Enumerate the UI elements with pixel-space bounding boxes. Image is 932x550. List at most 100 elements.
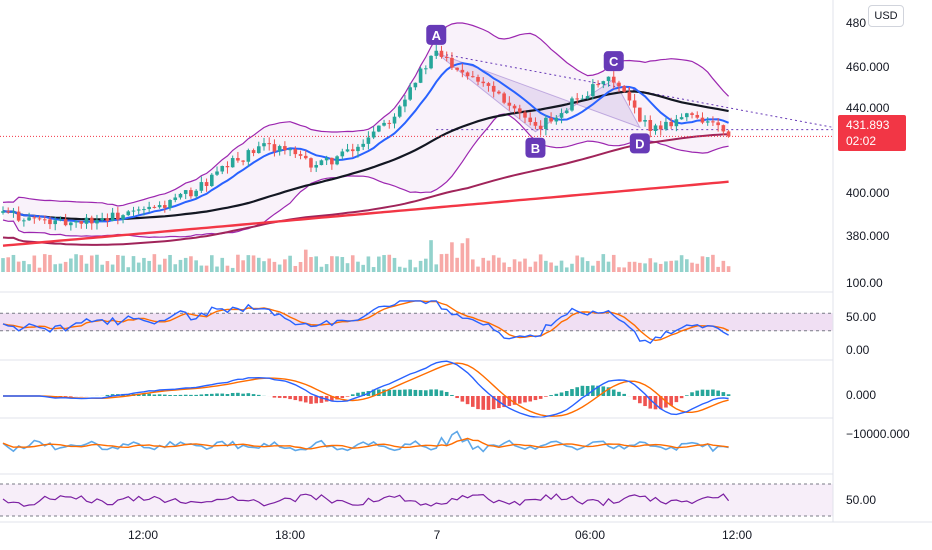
candle-body <box>721 125 726 132</box>
volume-bar <box>596 260 600 272</box>
macd-histogram <box>126 394 131 396</box>
candle-body <box>58 219 63 221</box>
volume-bar <box>538 254 543 272</box>
currency-button[interactable]: USD <box>868 5 904 27</box>
macd-histogram <box>439 390 444 396</box>
volume-bar <box>455 257 459 272</box>
price-tick-3: 400.000 <box>846 186 890 200</box>
candle-body <box>63 219 68 226</box>
volume-bar <box>716 266 720 272</box>
candle-body <box>147 206 151 210</box>
candle-body <box>538 125 543 130</box>
macd-histogram <box>711 389 715 396</box>
candle-body <box>345 149 350 152</box>
volume-bar <box>606 261 611 272</box>
candle-body <box>215 171 219 175</box>
candle-body <box>622 86 626 92</box>
macd-histogram <box>356 392 360 396</box>
pattern-label-d: D <box>635 136 644 151</box>
volume-bar <box>6 257 11 272</box>
volume-bar <box>700 256 705 272</box>
volume-bar <box>345 263 350 272</box>
candle-body <box>674 119 679 127</box>
candle-body <box>136 209 141 211</box>
volume-bar <box>251 255 256 272</box>
volume-bar <box>486 260 491 272</box>
volume-bar <box>163 258 167 272</box>
candle-body <box>377 125 381 132</box>
macd-histogram <box>559 392 564 396</box>
macd-histogram <box>110 394 115 396</box>
volume-bar <box>168 254 172 272</box>
candle-body <box>585 96 590 99</box>
last-price-tag <box>838 115 906 151</box>
candle-body <box>502 93 506 103</box>
macd-histogram <box>564 391 569 396</box>
volume-bar <box>63 261 68 272</box>
volume-bar <box>544 260 548 272</box>
macd-histogram <box>361 391 365 396</box>
candle-body <box>403 99 407 107</box>
volume-bar <box>69 258 73 272</box>
volume-bar <box>267 258 272 272</box>
volume-bar <box>559 260 564 272</box>
macd-histogram <box>283 396 287 399</box>
obv-signal <box>2 437 729 450</box>
macd-histogram <box>528 396 533 402</box>
candle-body <box>314 165 318 168</box>
volume-bar <box>262 261 266 272</box>
candle-body <box>126 211 131 216</box>
macd-histogram <box>450 394 454 396</box>
candle-body <box>22 220 26 222</box>
volume-bar <box>434 264 439 272</box>
candle-body <box>157 205 162 208</box>
macd-histogram <box>481 396 486 410</box>
volume-bar <box>617 267 621 272</box>
pattern-trendlines <box>436 52 834 131</box>
volume-bar <box>48 254 52 272</box>
pattern-label-b: B <box>531 141 540 156</box>
macd-histogram <box>189 394 193 396</box>
volume-bar <box>403 267 407 272</box>
pattern-label-c: C <box>609 54 619 69</box>
candle-body <box>444 56 449 58</box>
obv-line <box>2 430 729 453</box>
candle-body <box>204 182 209 186</box>
candle-body <box>465 72 470 77</box>
volume-bar <box>439 254 444 272</box>
volume-bar <box>424 258 428 272</box>
volume-bar <box>298 262 303 272</box>
macd-histogram <box>69 396 73 397</box>
time-tick-4: 12:00 <box>722 528 752 542</box>
volume-bar <box>236 254 240 272</box>
volume-bar <box>277 264 282 272</box>
macd-histogram <box>314 396 318 404</box>
macd-histogram <box>444 391 449 396</box>
macd-histogram <box>434 389 439 396</box>
volume-bar <box>726 266 731 272</box>
macd-histogram <box>465 396 470 405</box>
candle-body <box>366 137 371 144</box>
candle-body <box>726 131 731 137</box>
candle-body <box>288 149 292 151</box>
macd-histogram <box>371 389 376 396</box>
macd-histogram <box>601 386 606 396</box>
candle-body <box>669 121 673 127</box>
macd-histogram <box>580 385 585 396</box>
pattern-point-d <box>629 133 650 154</box>
candle-body <box>152 206 157 208</box>
candle-body <box>267 143 272 145</box>
volume-bar <box>356 261 360 272</box>
candle-body <box>350 149 355 152</box>
macd-histogram <box>429 389 433 396</box>
macd-histogram <box>424 390 428 396</box>
volume-bar <box>648 258 653 272</box>
volume-bar <box>204 265 209 272</box>
macd-histogram <box>293 396 298 401</box>
macd-histogram <box>617 391 621 396</box>
macd-histogram <box>685 395 689 396</box>
volume-bar <box>324 264 329 272</box>
candle-body <box>418 68 423 83</box>
volume-bar <box>429 240 433 272</box>
